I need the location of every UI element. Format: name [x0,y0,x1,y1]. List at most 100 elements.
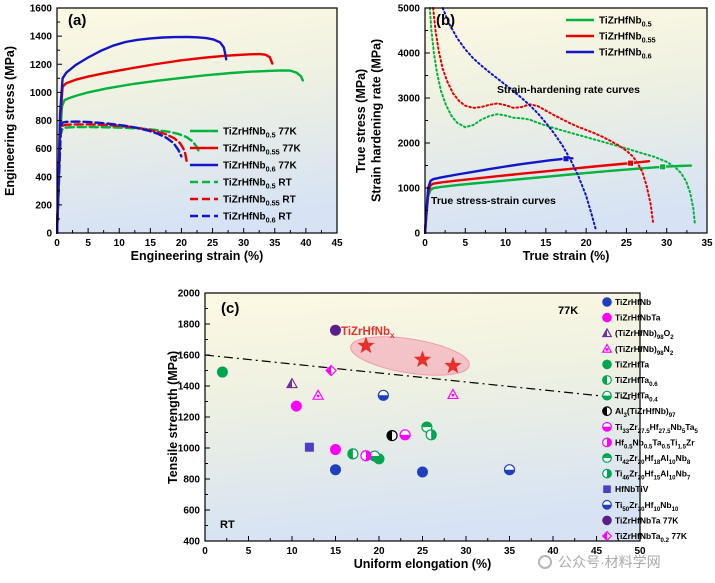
svg-text:30: 30 [661,238,673,249]
svg-text:TiZrHfNb0.5: TiZrHfNb0.5 [599,16,652,29]
svg-text:0: 0 [54,238,60,249]
svg-text:TiZrHfTa0.6: TiZrHfTa0.6 [615,375,658,388]
svg-text:40: 40 [547,546,559,557]
svg-text:TiZrHfTa0.4: TiZrHfTa0.4 [615,391,658,404]
svg-text:TiZrHfNb0.55 77K: TiZrHfNb0.55 77K [223,144,301,157]
svg-text:1200: 1200 [30,60,53,71]
svg-text:TiZrHfNbTa 77K: TiZrHfNbTa 77K [615,515,679,525]
panel-b-xlabel: True strain (%) [522,249,610,263]
points--tizrhfnb-98o2 [285,377,299,389]
svg-text:30: 30 [238,238,250,249]
panel-c-xlabel: Uniform elongation (%) [353,557,492,571]
svg-text:1600: 1600 [178,351,201,362]
svg-text:Ti50Zr30Hf10Nb10: Ti50Zr30Hf10Nb10 [615,500,679,513]
svg-text:10: 10 [114,238,126,249]
panel-c-label: (c) [221,300,240,317]
svg-text:Ti42Zr20Hf18Al10Nb8: Ti42Zr20Hf18Al10Nb8 [615,453,691,466]
svg-text:15: 15 [145,238,157,249]
svg-text:30: 30 [460,546,472,557]
svg-text:800: 800 [35,116,52,127]
svg-text:25: 25 [207,238,219,249]
svg-text:10: 10 [286,546,298,557]
svg-text:35: 35 [701,238,713,249]
legend--a-: TiZrHfNb0.5 77K TiZrHfNb0.55 77K TiZrHfNb0… [190,127,301,225]
legend--c-: TiZrHfNb TiZrHfNbTa (TiZrHfNb)98O2 (TiZrHfN… [601,297,699,544]
panel-a-label: (a) [68,12,87,29]
svg-text:TiZrHfNb0.6 77K: TiZrHfNb0.6 77K [223,161,297,174]
watermark: 公众号·材料学网 [538,552,661,572]
panel--a-: 0 5 10 15 20 25 30 35 40 45 0 200 400 600 800 1000 1200 1… [30,4,343,250]
svg-text:Al3(TiZrHfNb)97: Al3(TiZrHfNb)97 [615,406,676,419]
svg-text:400: 400 [35,172,52,183]
curve-hardening-rate-tizrhfnb0.55 [432,7,654,223]
svg-text:0: 0 [414,229,420,240]
svg-text:(TiZrHfNb)98O2: (TiZrHfNb)98O2 [615,328,674,341]
svg-text:1400: 1400 [178,382,201,393]
curve-true-stress-tizrhfnb0.6 [424,157,574,234]
svg-text:1800: 1800 [178,320,201,331]
svg-text:Hf0.5Nb0.5Ta0.5Ti1.5Zr: Hf0.5Nb0.5Ta0.5Ti1.5Zr [615,437,695,450]
svg-text:Ti46Zr20Hf15Al10Nb7: Ti46Zr20Hf15Al10Nb7 [615,469,691,482]
points-ti42zr20hf18al10nb8 [421,421,433,433]
svg-text:1200: 1200 [178,413,201,424]
legend--b-: TiZrHfNb0.5 TiZrHfNb0.55 TiZrHfNb0.6 [566,16,656,61]
svg-text:TiZrHfNb0.55: TiZrHfNb0.55 [599,32,656,45]
watermark-text: 公众号·材料学网 [558,554,661,570]
svg-text:TiZrHfNb0.5 RT: TiZrHfNb0.5 RT [223,178,292,191]
svg-text:(TiZrHfNb)98N2: (TiZrHfNb)98N2 [615,344,674,357]
svg-text:2000: 2000 [178,289,201,300]
svg-text:20: 20 [581,238,593,249]
svg-text:5: 5 [85,238,91,249]
svg-text:4000: 4000 [398,49,421,60]
svg-text:45: 45 [331,238,343,249]
svg-text:5: 5 [463,238,469,249]
svg-text:25: 25 [417,546,429,557]
curve-true-stress-tizrhfnb0.5 [424,164,693,234]
end-marker-true-stress-tizrhfnb0.5 [659,163,667,171]
svg-text:1000: 1000 [398,184,421,195]
svg-text:HfNbTiV: HfNbTiV [615,484,649,494]
svg-text:1000: 1000 [178,444,201,455]
points-tizrhfnbta [290,400,341,456]
svg-text:TiZrHfNb0.5 77K: TiZrHfNb0.5 77K [223,127,297,140]
points-al3-tizrhfnb-97 [386,430,398,442]
svg-text:5000: 5000 [398,4,421,15]
svg-text:800: 800 [183,475,200,486]
points-tizrhfnbta-77k [330,324,341,336]
svg-text:Ti33Zr27.5Hf27.5Nb5Ta5: Ti33Zr27.5Hf27.5Nb5Ta5 [615,422,699,435]
svg-text:0: 0 [46,229,52,240]
svg-text:TiZrHfNb0.6 RT: TiZrHfNb0.6 RT [223,212,292,225]
svg-text:0: 0 [202,546,208,557]
panel-a-ylabel: Engineering stress (MPa) [3,45,17,196]
svg-text:35: 35 [504,546,516,557]
curve-tizrhfnb0.5-rt [56,125,201,234]
svg-text:TiZrHfNbx: TiZrHfNbx [341,326,395,340]
svg-text:0: 0 [422,238,428,249]
svg-text:TiZrHfTa: TiZrHfTa [615,359,649,369]
svg-text:10: 10 [500,238,512,249]
svg-text:3000: 3000 [398,94,421,105]
points-tizrhfnb [330,464,428,478]
panel--c-: 0 5 10 15 20 25 30 35 40 45 50 400 600 800 1000 1200 140… [178,289,699,558]
points-ti46zr20hf15al10nb7 [425,429,437,441]
svg-text:1000: 1000 [30,88,53,99]
svg-text:400: 400 [183,537,200,548]
watermark-logo-icon [538,555,552,569]
svg-text:45: 45 [591,546,603,557]
points--tizrhfnb-98n2 [312,388,459,400]
svg-text:TiZrHfNbTa: TiZrHfNbTa [615,313,661,323]
svg-text:Strain-hardening rate curves: Strain-hardening rate curves [497,84,640,96]
svg-text:15: 15 [330,546,342,557]
svg-text:15: 15 [540,238,552,249]
panel-a-xlabel: Engineering strain (%) [130,249,264,263]
panel-c-ylabel: Tensile strength (MPa) [166,350,180,484]
svg-text:1400: 1400 [30,32,53,43]
svg-text:TiZrHfNb: TiZrHfNb [615,297,651,307]
points-hfnbtiv [304,442,314,452]
svg-text:600: 600 [35,144,52,155]
curve-tizrhfnb0.5-77k [56,69,304,234]
svg-text:RT: RT [220,519,235,531]
svg-text:20: 20 [176,238,188,249]
